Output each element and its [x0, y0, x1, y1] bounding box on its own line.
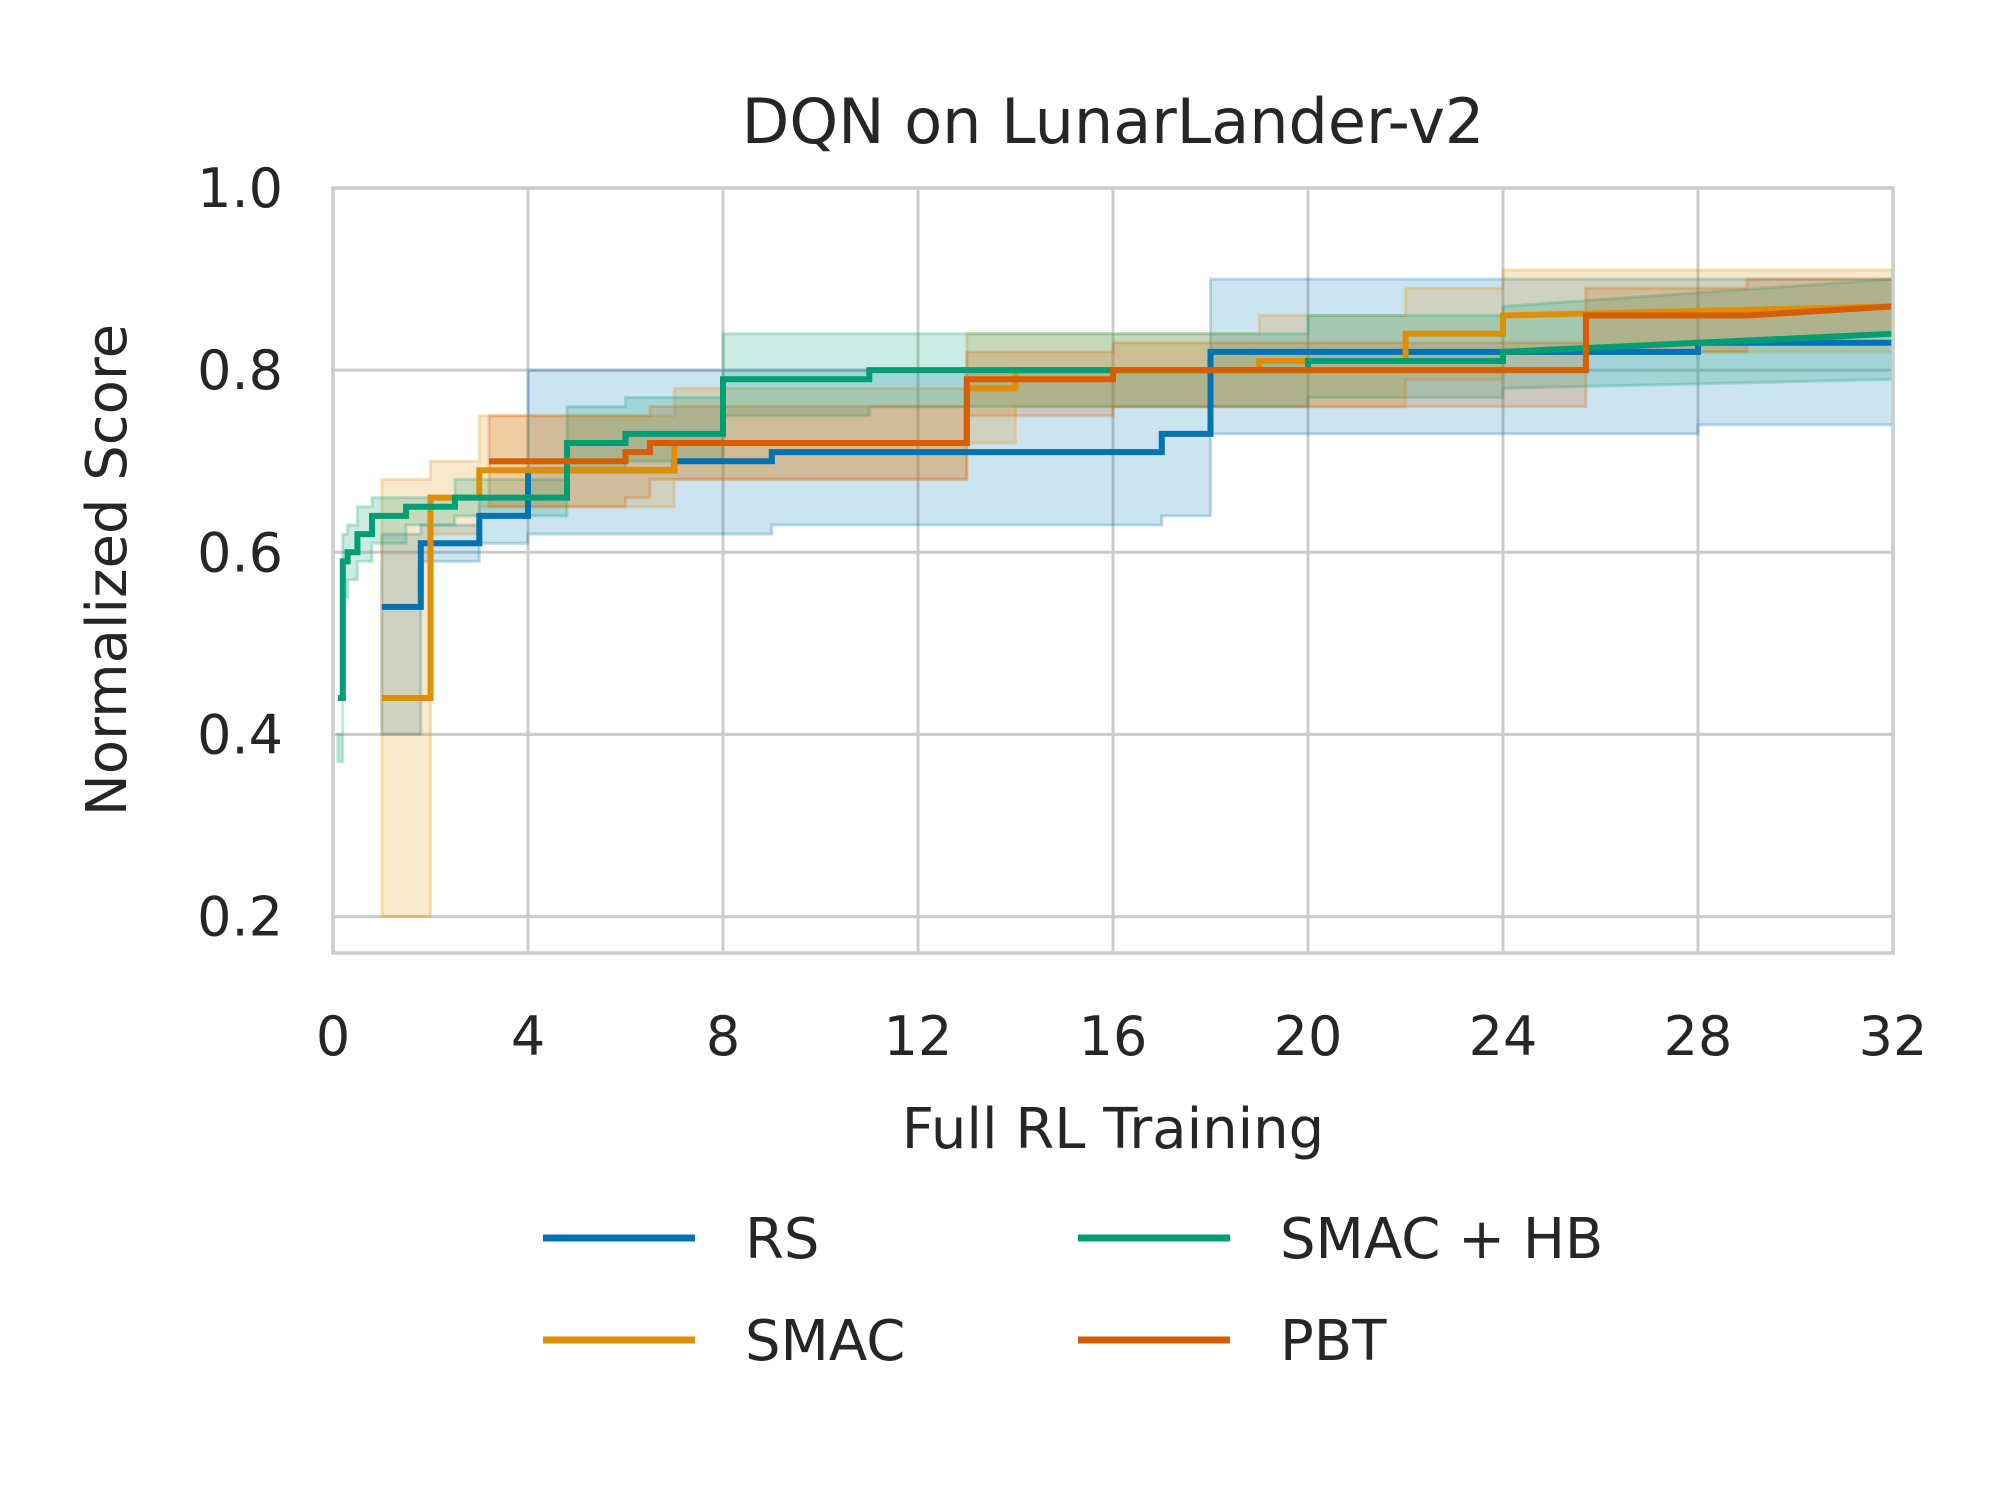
band-smac-hb — [336, 277, 1895, 764]
x-tick-labels: 0 4 8 12 16 20 24 28 32 — [316, 1005, 1928, 1068]
x-tick-label: 12 — [884, 1005, 953, 1068]
series-lines — [337, 303, 1894, 701]
x-tick-label: 4 — [511, 1005, 545, 1068]
legend-label: RS — [745, 1207, 819, 1272]
y-tick-label: 0.6 — [197, 521, 283, 584]
legend-item: SMAC — [543, 1309, 905, 1374]
line-pbt — [489, 303, 1894, 465]
legend-item: PBT — [1078, 1309, 1387, 1374]
legend-item: RS — [543, 1207, 819, 1272]
legend-label: SMAC — [745, 1309, 905, 1374]
x-tick-label: 16 — [1079, 1005, 1148, 1068]
x-tick-label: 28 — [1664, 1005, 1733, 1068]
y-tick-label: 0.2 — [197, 886, 283, 949]
x-tick-label: 32 — [1859, 1005, 1928, 1068]
y-tick-label: 0.8 — [197, 339, 283, 402]
legend-label: PBT — [1280, 1309, 1387, 1374]
x-tick-label: 24 — [1469, 1005, 1538, 1068]
y-tick-label: 1.0 — [197, 157, 283, 220]
chart-title: DQN on LunarLander-v2 — [742, 85, 1485, 158]
confidence-bands — [336, 268, 1895, 919]
x-tick-label: 0 — [316, 1005, 350, 1068]
x-tick-label: 20 — [1274, 1005, 1343, 1068]
legend-item: SMAC + HB — [1078, 1207, 1603, 1272]
line-rs — [381, 339, 1893, 610]
plot-frame — [331, 186, 1895, 955]
y-tick-labels: 0.2 0.4 0.6 0.8 1.0 — [197, 157, 283, 949]
legend-label: SMAC + HB — [1280, 1207, 1603, 1272]
x-tick-label: 8 — [706, 1005, 740, 1068]
legend: RS SMAC SMAC + HB PBT — [543, 1207, 1603, 1374]
y-tick-label: 0.4 — [197, 703, 283, 766]
x-axis-label: Full RL Training — [902, 1097, 1324, 1162]
y-axis-label: Normalized Score — [75, 324, 140, 816]
